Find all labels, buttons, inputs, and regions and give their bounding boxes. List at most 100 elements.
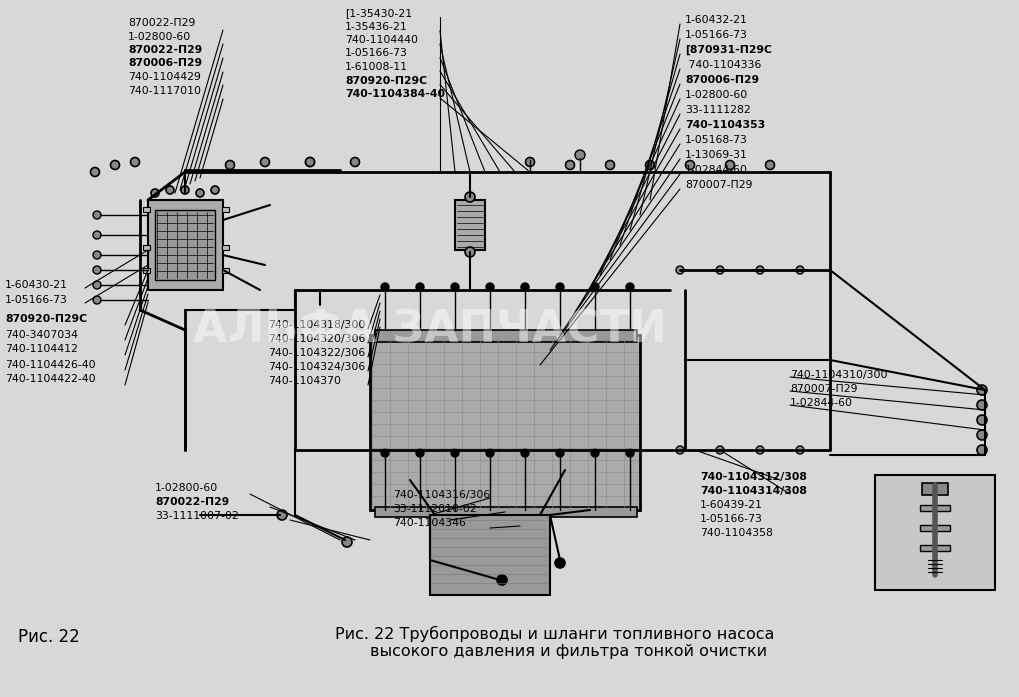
Bar <box>921 483 947 495</box>
Text: 870006-П29: 870006-П29 <box>685 75 758 85</box>
Circle shape <box>381 449 388 457</box>
Bar <box>874 475 994 590</box>
Text: 740-1104336: 740-1104336 <box>685 60 760 70</box>
Circle shape <box>225 160 234 169</box>
Text: 740-3407034: 740-3407034 <box>5 330 77 339</box>
Circle shape <box>450 449 459 457</box>
Circle shape <box>525 158 534 167</box>
Text: 740-1104318/300: 740-1104318/300 <box>268 320 365 330</box>
Bar <box>375 507 637 517</box>
Text: 1-60430-21: 1-60430-21 <box>5 280 68 290</box>
Circle shape <box>590 283 598 291</box>
Circle shape <box>555 283 564 291</box>
Text: 33-1112010-02: 33-1112010-02 <box>392 504 476 514</box>
Text: 740-1104358: 740-1104358 <box>699 528 772 538</box>
Text: 1-02844-60: 1-02844-60 <box>685 165 747 175</box>
Text: 1-02844-60: 1-02844-60 <box>790 398 852 408</box>
Text: 740-1104310/300: 740-1104310/300 <box>790 370 887 380</box>
Circle shape <box>715 446 723 454</box>
Circle shape <box>306 158 314 167</box>
Circle shape <box>976 430 986 440</box>
Text: 740-1104384-40: 740-1104384-40 <box>344 89 444 99</box>
Text: 740-1104346: 740-1104346 <box>392 518 466 528</box>
Text: 1-05168-73: 1-05168-73 <box>685 135 747 145</box>
Circle shape <box>764 160 773 169</box>
Circle shape <box>211 186 219 194</box>
Text: 1-05166-73: 1-05166-73 <box>344 49 408 59</box>
Text: 740-1104429: 740-1104429 <box>127 72 201 82</box>
Text: 1-02800-60: 1-02800-60 <box>685 90 748 100</box>
Text: 1-05166-73: 1-05166-73 <box>685 30 747 40</box>
Circle shape <box>565 160 574 169</box>
Circle shape <box>521 449 529 457</box>
Bar <box>919 505 949 511</box>
Text: 740-1104316/306: 740-1104316/306 <box>392 490 490 500</box>
Bar <box>143 207 150 212</box>
Bar <box>222 207 229 212</box>
Circle shape <box>450 283 459 291</box>
Text: 870022-П29: 870022-П29 <box>127 18 196 28</box>
Bar <box>222 245 229 250</box>
Text: 740-1104324/306: 740-1104324/306 <box>268 362 365 372</box>
Text: 1-02800-60: 1-02800-60 <box>155 483 218 493</box>
Circle shape <box>605 160 613 169</box>
Circle shape <box>93 251 101 259</box>
Circle shape <box>93 231 101 239</box>
Text: 740-1117010: 740-1117010 <box>127 86 201 95</box>
Text: Рис. 22: Рис. 22 <box>18 628 79 646</box>
Text: 1-13069-31: 1-13069-31 <box>685 150 747 160</box>
Text: 740-1104312/308: 740-1104312/308 <box>699 472 806 482</box>
Text: АЛЬФА ЗАПЧАСТИ: АЛЬФА ЗАПЧАСТИ <box>193 309 666 351</box>
Circle shape <box>725 160 734 169</box>
Text: 740-1104426-40: 740-1104426-40 <box>5 360 96 369</box>
Circle shape <box>93 266 101 274</box>
Bar <box>155 210 215 280</box>
Circle shape <box>130 158 140 167</box>
Circle shape <box>277 510 286 520</box>
Circle shape <box>381 283 388 291</box>
Text: 740-1104320/306: 740-1104320/306 <box>268 334 365 344</box>
Text: 1-02800-60: 1-02800-60 <box>127 31 192 42</box>
Circle shape <box>755 446 763 454</box>
Text: 1-61008-11: 1-61008-11 <box>344 62 408 72</box>
Text: 870920-П29С: 870920-П29С <box>344 75 427 86</box>
Circle shape <box>351 158 359 167</box>
Circle shape <box>496 575 506 585</box>
Text: 870007-П29: 870007-П29 <box>790 384 857 394</box>
Circle shape <box>555 449 564 457</box>
Circle shape <box>465 192 475 202</box>
Circle shape <box>676 266 684 274</box>
Text: 740-1104412: 740-1104412 <box>5 344 77 355</box>
Circle shape <box>93 211 101 219</box>
Circle shape <box>485 449 493 457</box>
Circle shape <box>626 283 634 291</box>
Text: 740-1104353: 740-1104353 <box>685 120 764 130</box>
Text: Рис. 22 Трубопроводы и шланги топливного насоса: Рис. 22 Трубопроводы и шланги топливного… <box>334 626 773 642</box>
Circle shape <box>465 247 475 257</box>
Text: 870007-П29: 870007-П29 <box>685 180 752 190</box>
Text: 33-1111282: 33-1111282 <box>685 105 750 115</box>
Circle shape <box>91 167 100 176</box>
Bar <box>370 335 639 510</box>
Circle shape <box>795 446 803 454</box>
Bar <box>919 525 949 531</box>
Circle shape <box>976 415 986 425</box>
Circle shape <box>416 283 424 291</box>
Circle shape <box>260 158 269 167</box>
Bar <box>143 268 150 273</box>
Circle shape <box>626 449 634 457</box>
Text: 870920-П29С: 870920-П29С <box>5 314 87 325</box>
Bar <box>375 330 637 342</box>
Bar <box>222 268 229 273</box>
Circle shape <box>685 160 694 169</box>
Text: 870022-П29: 870022-П29 <box>127 45 202 55</box>
Bar <box>454 200 484 250</box>
Circle shape <box>485 283 493 291</box>
Circle shape <box>110 160 119 169</box>
Text: 740-1104422-40: 740-1104422-40 <box>5 374 96 385</box>
Circle shape <box>976 445 986 455</box>
Circle shape <box>755 266 763 274</box>
Text: 740-1104314/308: 740-1104314/308 <box>699 486 806 496</box>
Text: 1-05166-73: 1-05166-73 <box>5 295 68 305</box>
Text: [870931-П29С: [870931-П29С <box>685 45 771 55</box>
